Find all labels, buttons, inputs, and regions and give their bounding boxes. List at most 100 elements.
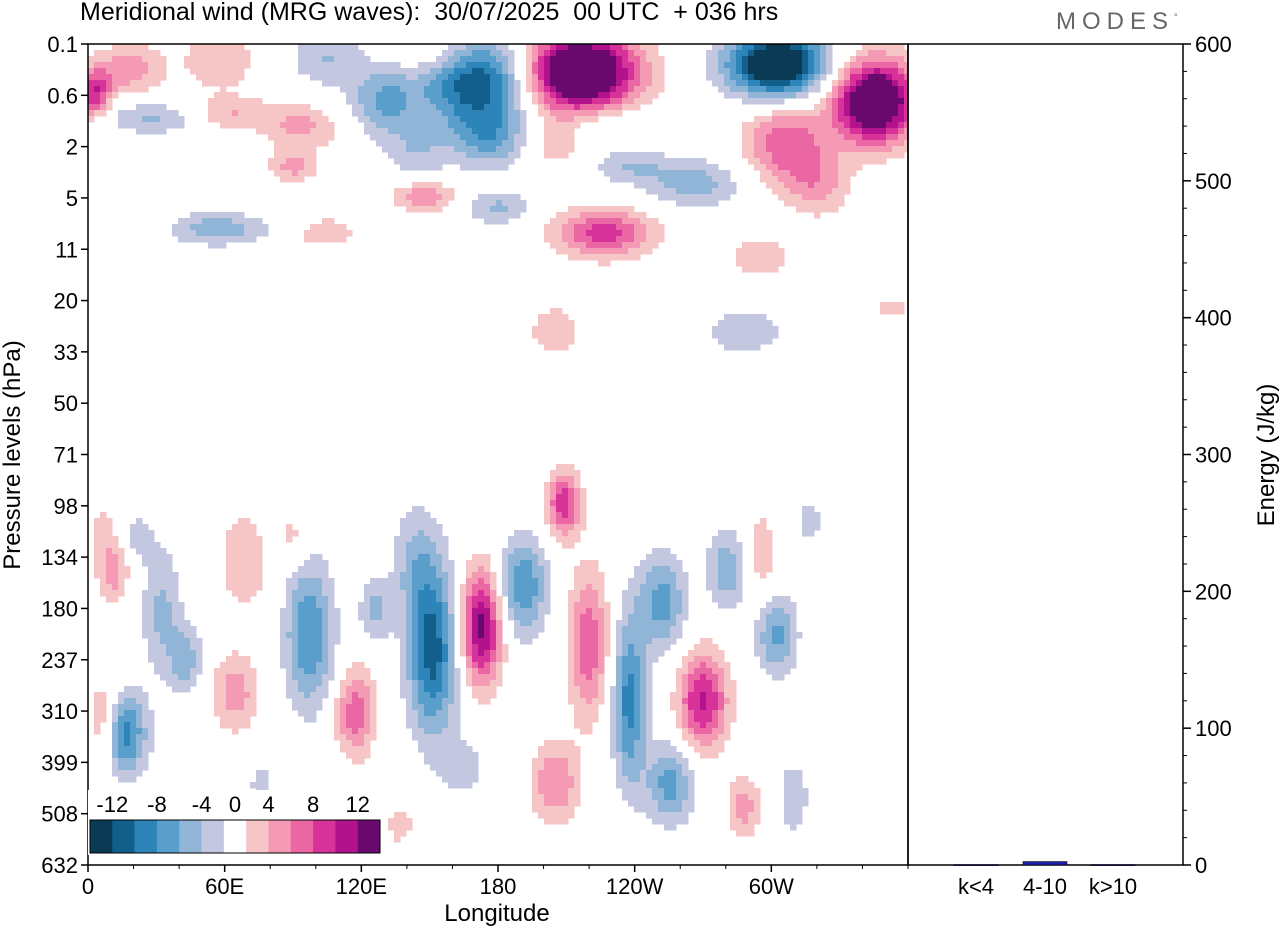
contour-cell (574, 650, 581, 657)
contour-cell (826, 56, 833, 63)
contour-cell (520, 200, 527, 207)
contour-cell (610, 236, 617, 243)
contour-cell (466, 650, 473, 657)
contour-cell (646, 584, 653, 591)
contour-cell (694, 686, 701, 693)
contour-cell (418, 650, 425, 657)
contour-cell (502, 158, 509, 165)
contour-cell (670, 698, 677, 705)
contour-cell (316, 140, 323, 147)
contour-cell (880, 68, 887, 75)
contour-cell (394, 188, 401, 195)
contour-cell (292, 626, 299, 633)
contour-cell (322, 68, 329, 75)
contour-cell (592, 686, 599, 693)
contour-cell (556, 752, 563, 759)
contour-cell (418, 68, 425, 75)
contour-cell (394, 566, 401, 573)
contour-cell (622, 614, 629, 621)
contour-cell (772, 44, 779, 51)
contour-cell (904, 50, 908, 57)
contour-cell (730, 680, 737, 687)
contour-cell (538, 44, 545, 51)
contour-cell (412, 668, 419, 675)
contour-cell (112, 92, 119, 99)
contour-cell (718, 74, 725, 81)
contour-cell (784, 44, 791, 51)
contour-cell (778, 626, 785, 633)
contour-cell (418, 560, 425, 567)
contour-cell (634, 176, 641, 183)
contour-cell (586, 710, 593, 717)
contour-cell (286, 584, 293, 591)
contour-cell (856, 116, 863, 123)
contour-cell (580, 656, 587, 663)
contour-cell (424, 518, 431, 525)
contour-cell (634, 758, 641, 765)
contour-cell (238, 584, 245, 591)
contour-cell (124, 758, 131, 765)
contour-cell (646, 602, 653, 609)
contour-cell (142, 44, 149, 51)
contour-cell (124, 56, 131, 63)
contour-cell (472, 614, 479, 621)
contour-cell (772, 668, 779, 675)
contour-cell (676, 614, 683, 621)
contour-cell (352, 74, 359, 81)
contour-cell (808, 182, 815, 189)
contour-cell (310, 674, 317, 681)
contour-cell (844, 164, 851, 171)
contour-cell (328, 50, 335, 57)
contour-cell (112, 542, 119, 549)
contour-cell (310, 656, 317, 663)
contour-cell (472, 206, 479, 213)
contour-cell (682, 776, 689, 783)
contour-cell (904, 92, 908, 99)
contour-cell (382, 590, 389, 597)
contour-cell (214, 50, 221, 57)
contour-cell (766, 542, 773, 549)
contour-cell (448, 146, 455, 153)
contour-cell (520, 626, 527, 633)
contour-cell (430, 674, 437, 681)
contour-cell (250, 578, 257, 585)
contour-cell (514, 152, 521, 159)
contour-cell (448, 698, 455, 705)
contour-cell (142, 596, 149, 603)
contour-cell (226, 74, 233, 81)
contour-cell (460, 128, 467, 135)
contour-cell (322, 692, 329, 699)
contour-cell (490, 62, 497, 69)
contour-cell (478, 128, 485, 135)
contour-cell (154, 614, 161, 621)
contour-cell (304, 680, 311, 687)
contour-cell (658, 80, 665, 87)
contour-cell (526, 536, 533, 543)
contour-cell (772, 608, 779, 615)
contour-cell (622, 98, 629, 105)
contour-cell (628, 86, 635, 93)
contour-cell (100, 710, 107, 717)
contour-cell (484, 566, 491, 573)
contour-cell (820, 116, 827, 123)
contour-cell (562, 326, 569, 333)
contour-cell (526, 530, 533, 537)
contour-cell (232, 686, 239, 693)
contour-cell (808, 158, 815, 165)
contour-cell (580, 668, 587, 675)
contour-cell (682, 680, 689, 687)
contour-cell (430, 98, 437, 105)
contour-cell (442, 110, 449, 117)
contour-cell (682, 722, 689, 729)
contour-cell (580, 638, 587, 645)
contour-cell (430, 650, 437, 657)
contour-cell (706, 200, 713, 207)
contour-cell (148, 560, 155, 567)
contour-cell (724, 722, 731, 729)
contour-cell (412, 698, 419, 705)
contour-cell (412, 650, 419, 657)
contour-cell (832, 194, 839, 201)
contour-cell (508, 572, 515, 579)
contour-cell (124, 752, 131, 759)
contour-cell (424, 728, 431, 735)
